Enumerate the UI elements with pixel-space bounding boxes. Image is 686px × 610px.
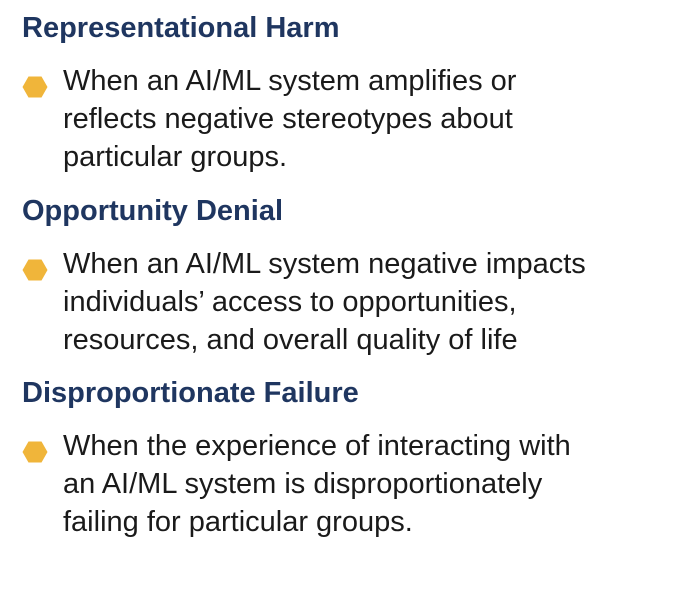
hexagon-bullet-icon — [22, 441, 48, 463]
hexagon-bullet-icon — [22, 76, 48, 98]
section-heading-opportunity-denial: Opportunity Denial — [22, 195, 283, 227]
section-heading-disproportionate-failure: Disproportionate Failure — [22, 377, 359, 409]
bullet-text: When the experience of interacting with … — [63, 430, 571, 538]
hexagon-bullet-icon — [22, 259, 48, 281]
bullet-item: When an AI/ML system amplifies or reflec… — [22, 62, 682, 182]
section-heading-representational-harm: Representational Harm — [22, 12, 340, 44]
bullet-text: When an AI/ML system amplifies or reflec… — [63, 65, 517, 173]
bullet-text: When an AI/ML system negative impacts in… — [63, 248, 586, 356]
bullet-item: When an AI/ML system negative impacts in… — [22, 245, 682, 365]
bullet-item: When the experience of interacting with … — [22, 427, 682, 547]
